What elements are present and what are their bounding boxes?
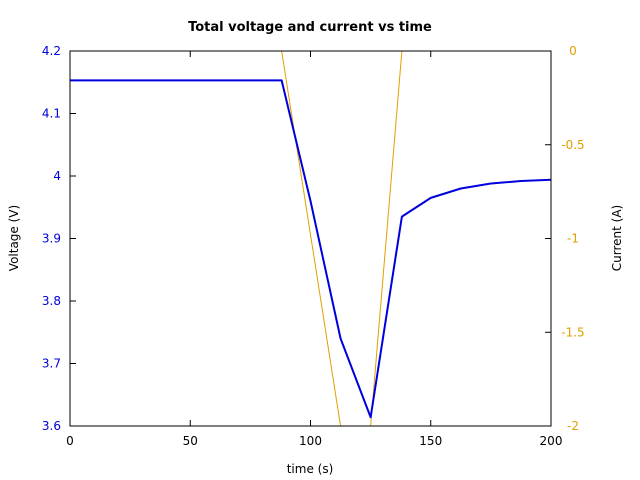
y-right-tick-label: -1 xyxy=(567,232,579,246)
y-left-tick-label: 3.6 xyxy=(42,419,61,433)
y-axis-right-label: Current (A) xyxy=(610,205,624,271)
current-series-line xyxy=(281,51,403,426)
y-right-tick-label: -2 xyxy=(567,419,579,433)
x-axis-label: time (s) xyxy=(287,462,334,476)
y-axis-right: -2 -1.5 -1 -0.5 0 xyxy=(545,44,585,433)
y-left-tick-label: 3.9 xyxy=(42,232,61,246)
y-right-tick-label: -1.5 xyxy=(561,325,584,339)
x-tick-label: 200 xyxy=(540,434,563,448)
y-axis-left: 3.6 3.7 3.8 3.9 4 4.1 4.2 xyxy=(42,44,76,433)
y-right-tick-label: -0.5 xyxy=(561,138,584,152)
x-tick-label: 50 xyxy=(183,434,198,448)
plot-marks xyxy=(70,51,551,426)
y-left-tick-label: 4 xyxy=(53,169,61,183)
chart-title: Total voltage and current vs time xyxy=(188,20,432,35)
plot-frame xyxy=(69,50,552,427)
voltage-series-line xyxy=(70,79,551,419)
y-left-tick-label: 3.8 xyxy=(42,294,61,308)
y-axis-left-label: Voltage (V) xyxy=(7,205,21,271)
x-tick-label: 0 xyxy=(66,434,74,448)
x-tick-label: 150 xyxy=(419,434,442,448)
y-left-tick-label: 3.7 xyxy=(42,357,61,371)
x-tick-label: 100 xyxy=(299,434,322,448)
y-right-tick-label: 0 xyxy=(569,44,577,58)
y-left-tick-label: 4.1 xyxy=(42,107,61,121)
x-axis: 0 50 100 150 200 xyxy=(66,51,562,448)
y-left-tick-label: 4.2 xyxy=(42,44,61,58)
